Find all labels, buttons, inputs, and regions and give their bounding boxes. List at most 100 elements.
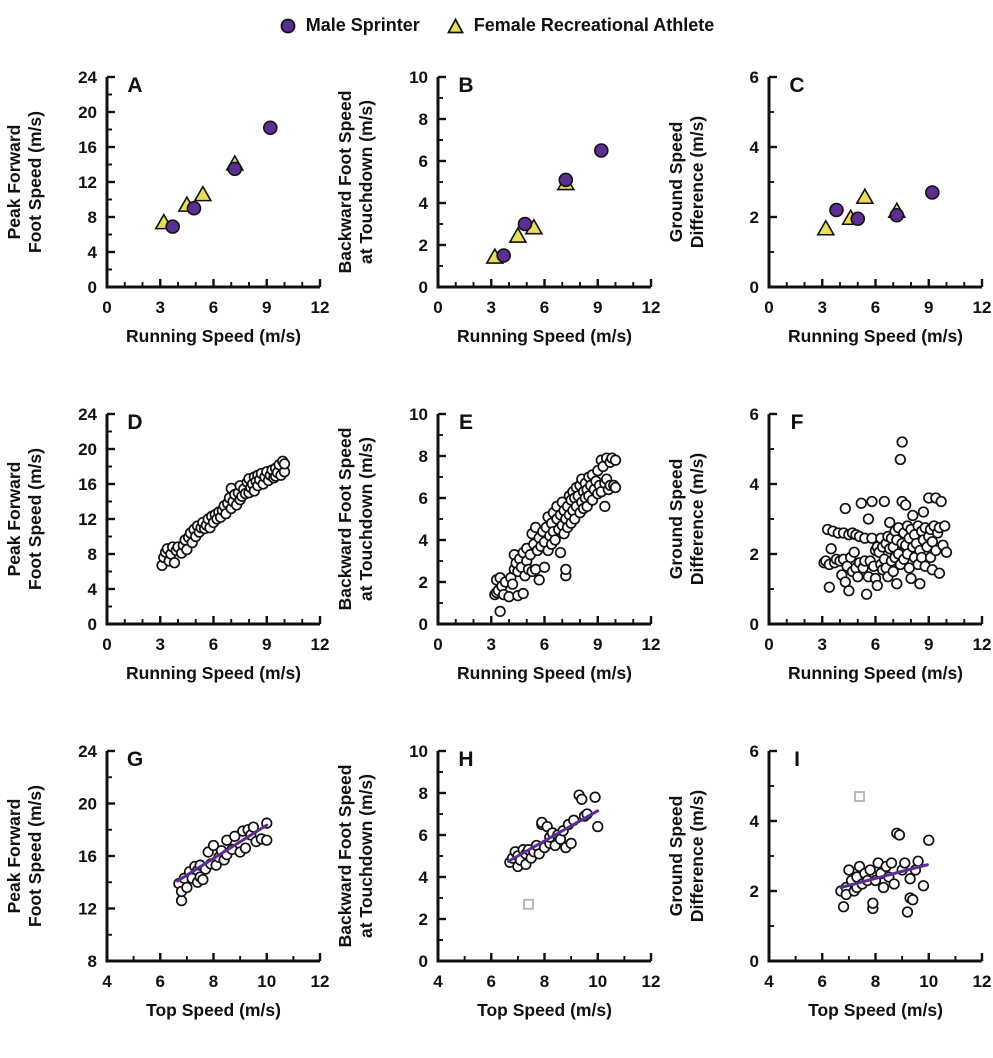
svg-text:12: 12 (78, 173, 97, 192)
svg-text:6: 6 (750, 742, 759, 761)
svg-text:8: 8 (871, 972, 880, 991)
x-axis-label: Top Speed (m/s) (808, 1000, 943, 1020)
chart-A: 0 3 6 9 12 0 4 8 12 16 20 24 Running Speed (m/s) Peak… (4, 68, 329, 346)
series-outlier (523, 898, 534, 910)
chart-F: 0 3 6 9 12 0 2 4 6 Running Speed (m/s) Ground Spee… (666, 405, 992, 683)
panel-letter: A (127, 74, 142, 97)
svg-text:Peak Forward: Peak Forward (4, 462, 24, 577)
svg-text:10: 10 (409, 405, 428, 424)
svg-text:2: 2 (419, 910, 428, 929)
y-axis-label: Peak Forward Foot Speed (m/s) (4, 448, 45, 590)
chart-B: 0 3 6 9 12 0 2 4 6 8 10 Running Speed (m/s) Backward… (335, 68, 661, 346)
svg-text:6: 6 (419, 152, 428, 171)
svg-text:2: 2 (419, 236, 428, 255)
svg-text:24: 24 (78, 68, 97, 87)
svg-text:4: 4 (750, 475, 760, 494)
axes (767, 414, 982, 626)
svg-text:0: 0 (750, 278, 759, 297)
ticks (105, 749, 322, 963)
svg-text:12: 12 (642, 298, 661, 317)
panel-letter: G (127, 748, 143, 771)
svg-text:Ground Speed: Ground Speed (666, 459, 686, 580)
svg-text:4: 4 (419, 531, 429, 550)
svg-text:0: 0 (433, 635, 442, 654)
y-axis-label: Backward Foot Speed at Touchdown (m/s) (335, 428, 376, 611)
svg-text:0: 0 (750, 615, 759, 634)
panel-H: 4 6 8 10 12 0 2 4 6 8 10 Top Speed (m/s) Backward Fo… (331, 721, 662, 1058)
tick-labels: 0 3 6 9 12 0 4 8 12 16 20 24 (78, 68, 329, 317)
panel-A: 0 3 6 9 12 0 4 8 12 16 20 24 Running Speed (m/s) Peak… (0, 47, 331, 384)
svg-text:10: 10 (409, 742, 428, 761)
svg-text:16: 16 (78, 847, 97, 866)
x-axis-label: Running Speed (m/s) (126, 663, 301, 683)
svg-text:6: 6 (209, 635, 218, 654)
svg-text:4: 4 (419, 194, 429, 213)
svg-text:8: 8 (88, 208, 97, 227)
female-recreational-athlete-icon (446, 17, 464, 33)
svg-text:24: 24 (78, 405, 97, 424)
y-axis-label: Ground Speed Difference (m/s) (666, 790, 707, 922)
svg-text:20: 20 (78, 795, 97, 814)
svg-text:12: 12 (973, 972, 992, 991)
svg-text:24: 24 (78, 742, 97, 761)
svg-text:4: 4 (102, 972, 112, 991)
panel-G: 4 6 8 10 12 8 12 16 20 24 Top Speed (m/s) Peak Forw… (0, 721, 331, 1058)
legend-item-female-recreational-athlete: Female Recreational Athlete (446, 15, 714, 36)
svg-text:8: 8 (88, 545, 97, 564)
svg-text:10: 10 (919, 972, 938, 991)
svg-text:0: 0 (764, 298, 773, 317)
svg-text:Peak Forward: Peak Forward (4, 799, 24, 914)
svg-text:0: 0 (88, 615, 97, 634)
svg-text:20: 20 (78, 103, 97, 122)
x-axis-label: Running Speed (m/s) (126, 326, 301, 346)
panel-letter: E (459, 411, 473, 434)
chart-G: 4 6 8 10 12 8 12 16 20 24 Top Speed (m/s) Peak Forw… (4, 742, 329, 1020)
svg-text:3: 3 (156, 298, 165, 317)
svg-text:Ground Speed: Ground Speed (666, 796, 686, 917)
ticks (105, 412, 322, 626)
x-axis-label: Top Speed (m/s) (146, 1000, 281, 1020)
svg-text:6: 6 (540, 298, 549, 317)
tick-labels: 4 6 8 10 12 8 12 16 20 24 (78, 742, 329, 991)
svg-text:2: 2 (750, 882, 759, 901)
svg-text:12: 12 (973, 298, 992, 317)
svg-text:Foot Speed (m/s): Foot Speed (m/s) (25, 785, 45, 927)
svg-text:at Touchdown (m/s): at Touchdown (m/s) (356, 774, 376, 938)
panel-letter: B (458, 74, 473, 97)
svg-text:0: 0 (433, 298, 442, 317)
svg-text:3: 3 (818, 635, 827, 654)
x-axis-label: Running Speed (m/s) (457, 326, 632, 346)
tick-labels: 0 3 6 9 12 0 2 4 6 8 10 (409, 405, 660, 654)
axes (105, 77, 320, 289)
male-sprinter-icon (280, 18, 296, 33)
svg-text:6: 6 (419, 489, 428, 508)
fit-line (839, 863, 929, 889)
svg-text:0: 0 (88, 278, 97, 297)
svg-text:9: 9 (262, 298, 271, 317)
tick-labels: 4 6 8 10 12 0 2 4 6 8 10 (409, 742, 660, 991)
chart-C: 0 3 6 9 12 0 2 4 6 Running Speed (m/s) Ground Spee… (666, 68, 992, 346)
svg-text:16: 16 (78, 475, 97, 494)
series-all-athletes (156, 455, 291, 572)
panel-F: 0 3 6 9 12 0 2 4 6 Running Speed (m/s) Ground Spee… (662, 384, 993, 721)
svg-text:6: 6 (209, 298, 218, 317)
svg-text:12: 12 (973, 635, 992, 654)
svg-text:12: 12 (642, 635, 661, 654)
svg-text:6: 6 (750, 68, 759, 87)
legend-label-male-sprinter: Male Sprinter (305, 15, 420, 35)
svg-text:10: 10 (588, 972, 607, 991)
svg-text:6: 6 (540, 635, 549, 654)
panel-letter: C (789, 74, 804, 97)
y-axis-label: Backward Foot Speed at Touchdown (m/s) (335, 91, 376, 274)
tick-labels: 0 3 6 9 12 0 2 4 6 (750, 68, 992, 317)
axes (767, 77, 982, 289)
panel-letter: H (458, 748, 473, 771)
svg-text:0: 0 (419, 278, 428, 297)
panel-I: 4 6 8 10 12 0 2 4 6 Top Speed (m/s) Ground Speed Di… (662, 721, 993, 1058)
svg-text:8: 8 (419, 784, 428, 803)
series-top-speed-trials (835, 827, 935, 918)
svg-text:12: 12 (642, 972, 661, 991)
axes (436, 77, 651, 289)
ticks (767, 749, 984, 963)
